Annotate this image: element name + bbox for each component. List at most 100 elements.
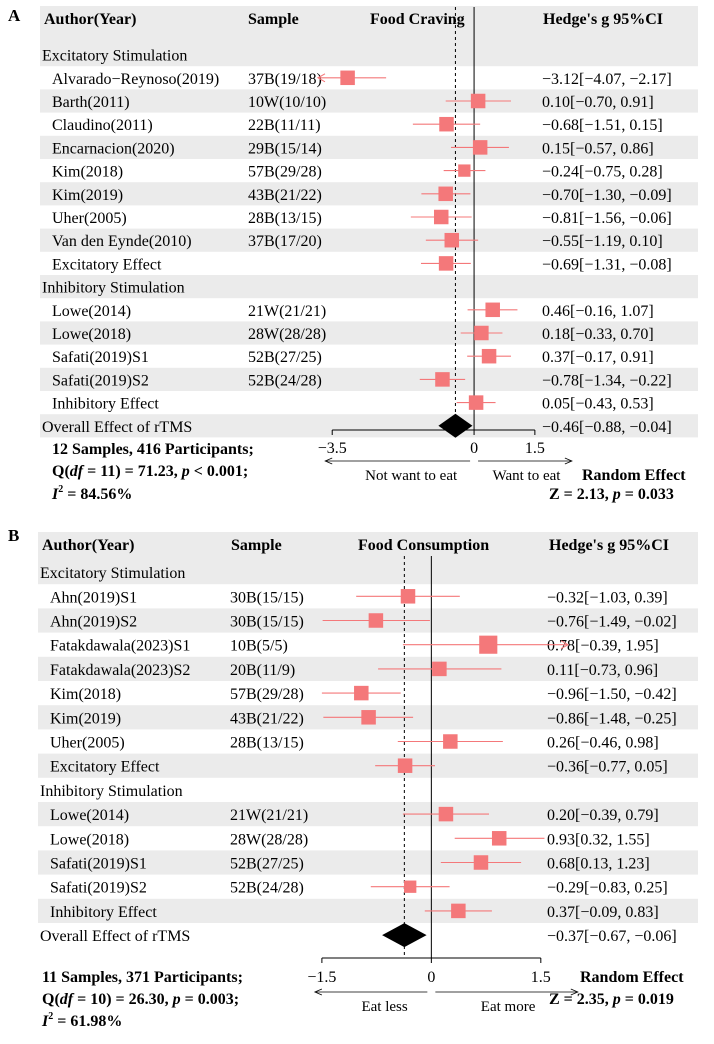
study-label: Ahn(2019)S2 (50, 614, 137, 631)
direction-label-right: Want to eat (493, 468, 562, 484)
effect-ci-text: 0.11[−0.73, 0.96] (547, 662, 658, 679)
overall-effect-diamond (382, 923, 427, 948)
sample-size: 21W(21/21) (230, 807, 308, 824)
row-shade (38, 802, 698, 827)
subgroup-effect-square (438, 256, 454, 271)
footer-heterogeneity-q: Q(df = 11) = 71.23, p < 0.001; (52, 463, 248, 480)
row-shade (38, 656, 698, 681)
effect-size-square (433, 209, 449, 225)
group-label: Inhibitory Stimulation (42, 280, 185, 297)
group-label: Excitatory Stimulation (40, 565, 185, 582)
subgroup-effect-label: Excitatory Effect (50, 759, 160, 776)
effect-size-square (354, 685, 369, 701)
study-label: Van den Eynde(2010) (52, 233, 192, 250)
row-shade (40, 367, 698, 391)
sample-size: 21W(21/21) (248, 303, 326, 320)
effect-ci-text: 0.20[−0.39, 0.79] (547, 807, 659, 824)
study-label: Safati(2019)S1 (52, 349, 149, 366)
footer-samples: 11 Samples, 371 Participants; (42, 969, 243, 986)
row-shade (38, 898, 698, 923)
study-label: Kim(2018) (50, 686, 121, 703)
effect-ci-text: 0.05[−0.43, 0.53] (542, 396, 654, 413)
group-label: Inhibitory Stimulation (40, 783, 183, 800)
study-label: Alvarado−Reynoso(2019) (52, 71, 219, 88)
sample-size: 52B(27/25) (248, 349, 322, 366)
header-ci: Hedge's g 95%CI (549, 537, 669, 554)
effect-size-square (470, 93, 486, 109)
effect-size-square (479, 635, 498, 654)
sample-size: 57B(29/28) (230, 686, 304, 703)
effect-ci-text: −0.81[−1.56, −0.06] (542, 210, 672, 227)
direction-arrowhead-right (570, 988, 579, 996)
footer-z-test: Z = 2.35, p = 0.019 (549, 991, 674, 1008)
study-label: Lowe(2014) (50, 807, 129, 824)
row-shade (40, 228, 698, 252)
effect-ci-text: −0.68[−1.51, 0.15] (542, 117, 663, 134)
study-label: Uher(2005) (52, 210, 127, 227)
sample-size: 52B(24/28) (248, 372, 322, 389)
study-label: Safati(2019)S2 (50, 880, 147, 897)
sample-size: 52B(27/25) (230, 856, 304, 873)
row-shade (40, 135, 698, 159)
footer-i-squared: I2 = 61.98% (41, 1011, 122, 1030)
effect-ci-text: −0.76[−1.49, −0.02] (547, 614, 677, 631)
study-label: Lowe(2014) (52, 303, 131, 320)
effect-ci-text: −0.69[−1.31, −0.08] (542, 256, 672, 273)
effect-size-square (443, 734, 458, 749)
study-label: Encarnacion(2020) (52, 140, 175, 157)
subgroup-effect-square (397, 758, 413, 773)
footer-heterogeneity-q: Q(df = 10) = 26.30, p = 0.003; (42, 991, 239, 1008)
x-tick-label: 0 (427, 969, 435, 986)
effect-ci-text: 0.15[−0.57, 0.86] (542, 140, 654, 157)
x-tick-label: −3.5 (318, 440, 347, 457)
overall-effect-diamond (438, 413, 473, 438)
direction-label-left: Not want to eat (365, 468, 458, 484)
effect-size-square (444, 232, 460, 248)
effect-ci-text: 0.18[−0.33, 0.70] (542, 326, 654, 343)
sample-size: 28W(28/28) (248, 326, 326, 343)
effect-ci-text: −0.55[−1.19, 0.10] (542, 233, 663, 250)
sample-size: 30B(15/15) (230, 614, 304, 631)
effect-ci-text: −0.46[−0.88, −0.04] (542, 419, 672, 436)
direction-arrowhead-right (564, 457, 573, 465)
row-shade (38, 560, 698, 585)
row-shade (38, 753, 698, 778)
row-shade (38, 850, 698, 875)
effect-ci-text: −0.29[−0.83, 0.25] (547, 880, 668, 897)
panel-b: B Author(Year) Sample Food Consumption Hedge… (8, 526, 698, 1030)
study-label: Fatakdawala(2023)S1 (50, 638, 190, 655)
footer-random-effect: Random Effect (580, 969, 684, 986)
sample-size: 28W(28/28) (230, 831, 308, 848)
group-label: Excitatory Stimulation (42, 48, 187, 65)
row-shade (40, 43, 698, 67)
header-sample: Sample (248, 11, 299, 28)
effect-size-square (438, 186, 453, 202)
effect-size-square (400, 589, 416, 604)
effect-size-square (491, 831, 507, 846)
header-study: Author(Year) (42, 537, 134, 554)
effect-ci-text: −3.12[−4.07, −2.17] (542, 71, 672, 88)
study-label: Lowe(2018) (52, 326, 131, 343)
x-tick-label: 0 (470, 440, 478, 457)
header-ci: Hedge's g 95%CI (543, 11, 663, 28)
subgroup-effect-square (468, 395, 484, 410)
sample-size: 43B(21/22) (248, 187, 322, 204)
header-band (38, 532, 698, 560)
effect-size-square (439, 116, 454, 132)
effect-ci-text: −0.24[−0.75, 0.28] (542, 164, 663, 181)
sample-size: 29B(15/14) (248, 140, 322, 157)
effect-ci-text: 0.68[0.13, 1.23] (547, 856, 650, 873)
effect-ci-text: −0.78[−1.34, −0.22] (542, 372, 672, 389)
effect-ci-text: −0.32[−1.03, 0.39] (547, 589, 668, 606)
effect-size-square (368, 613, 384, 628)
panel-a: A Author(Year) Sample Food Craving Hedge's g… (8, 6, 698, 503)
study-label: Safati(2019)S2 (52, 372, 149, 389)
sample-size: 52B(24/28) (230, 880, 304, 897)
direction-label-right: Eat more (481, 999, 536, 1015)
header-study: Author(Year) (44, 11, 136, 28)
effect-size-square (458, 164, 471, 177)
effect-ci-text: −0.37[−0.67, −0.06] (547, 928, 677, 945)
sample-size: 22B(11/11) (248, 117, 321, 134)
effect-ci-text: 0.37[−0.17, 0.91] (542, 349, 654, 366)
subgroup-effect-label: Excitatory Effect (52, 256, 162, 273)
